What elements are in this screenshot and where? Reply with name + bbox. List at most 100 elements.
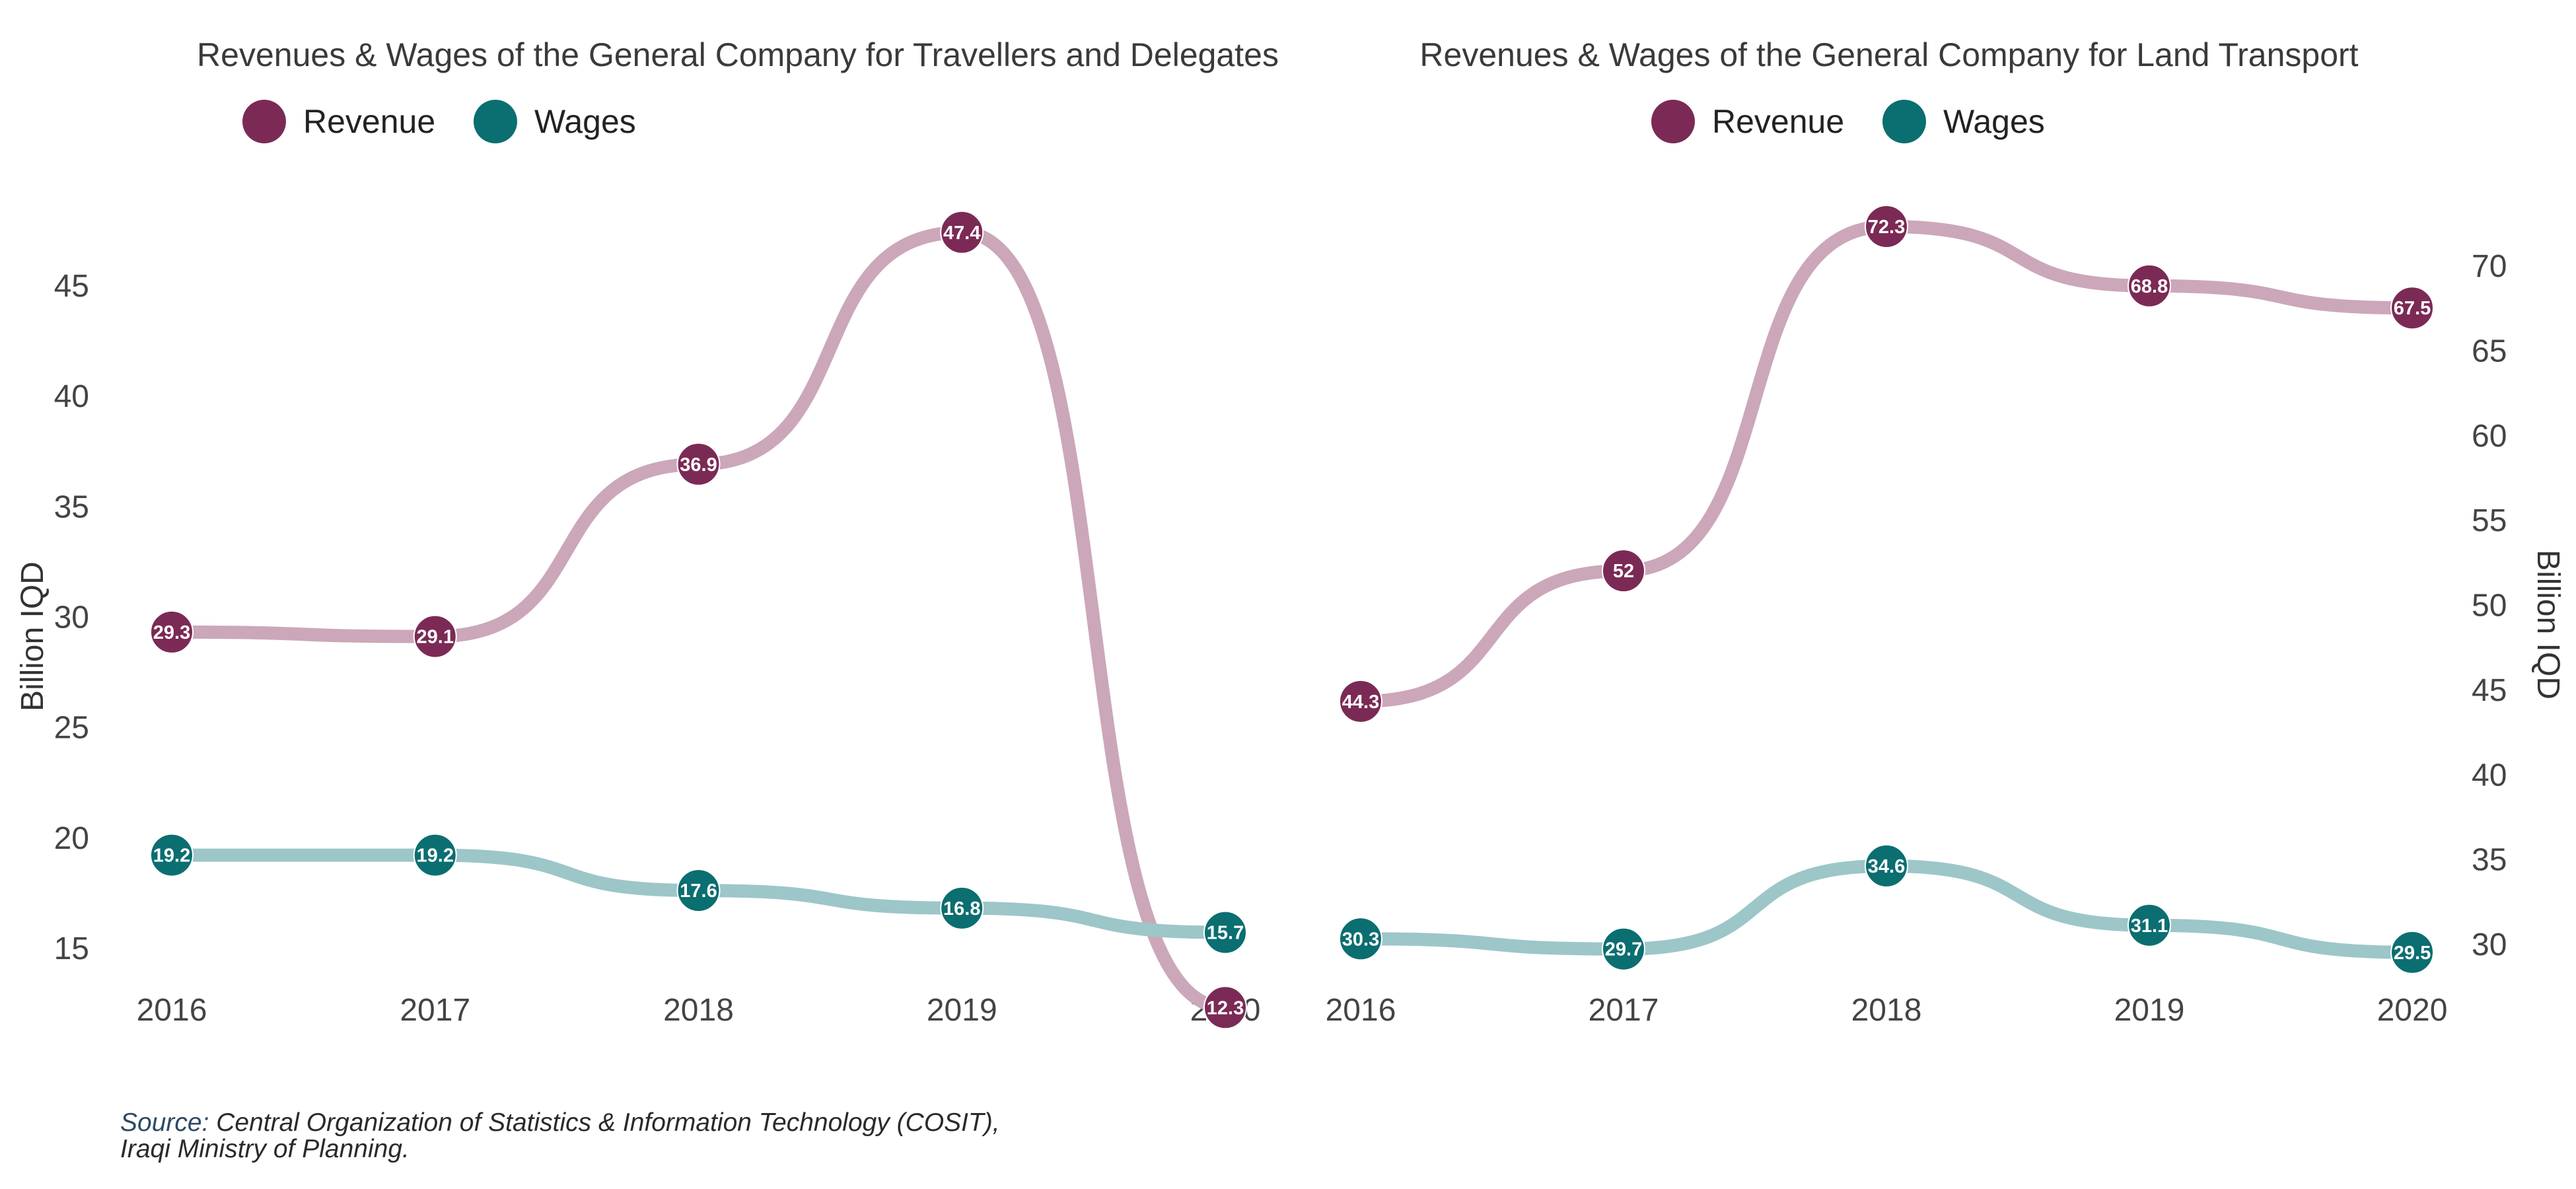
data-label: 29.3: [153, 622, 190, 643]
data-label: 44.3: [1342, 692, 1379, 713]
data-point: [1339, 679, 1382, 723]
data-point: [2390, 930, 2434, 974]
legend-label: Wages: [1943, 103, 2045, 140]
y-tick-label: 70: [2472, 249, 2507, 284]
legend-item-revenue: Revenue: [242, 100, 435, 143]
y-tick-label: 55: [2472, 503, 2507, 538]
data-label: 29.7: [1605, 939, 1642, 960]
y-tick-label: 65: [2472, 334, 2507, 369]
x-tick-label: 2019: [927, 993, 997, 1028]
series-points-revenue: 29.3 29.1 36.9 47.4 12.3: [150, 210, 1247, 1030]
data-point: [940, 210, 984, 254]
x-tick-label: 2018: [1851, 993, 1922, 1028]
data-point: [2390, 286, 2434, 330]
data-point: [940, 886, 984, 930]
y-tick-label: 45: [54, 269, 89, 304]
data-point: [1602, 927, 1645, 971]
data-label: 15.7: [1207, 923, 1244, 944]
legend-marker: [242, 100, 286, 143]
data-point: [1203, 986, 1247, 1030]
chart-title: Revenues & Wages of the General Company …: [1419, 36, 2358, 73]
data-label: 34.6: [1868, 856, 1905, 877]
data-label: 17.6: [680, 881, 717, 902]
legend-marker: [1651, 100, 1695, 143]
data-point: [150, 833, 194, 877]
y-tick-label: 40: [2472, 758, 2507, 793]
y-axis-label: Billion IQD: [15, 561, 50, 711]
series-points-revenue: 44.3 52 72.3 68.8 67.5: [1339, 204, 2434, 723]
x-tick-label: 2018: [663, 993, 734, 1028]
data-point: [2128, 903, 2171, 947]
data-label: 47.4: [943, 223, 980, 244]
legend-item-revenue: Revenue: [1651, 100, 1844, 143]
x-tick-label: 2017: [1589, 993, 1659, 1028]
data-point: [1865, 844, 1908, 888]
data-label: 29.5: [2394, 943, 2431, 964]
y-tick-label: 15: [54, 931, 89, 966]
series-line-revenue: [165, 225, 1232, 1015]
data-point: [1203, 910, 1247, 955]
chart-panel-2: Revenues & Wages of the General Company …: [1326, 36, 2565, 1028]
y-tick-label: 35: [54, 489, 89, 524]
source-note: Source: Central Organization of Statisti…: [120, 1110, 1000, 1163]
data-label: 30.3: [1342, 929, 1379, 950]
legend: Revenue Wages: [1651, 100, 2045, 143]
legend: Revenue Wages: [242, 100, 636, 143]
y-axis: 15 20 25 30 35 40 45: [54, 269, 89, 966]
x-tick-label: 2016: [1326, 993, 1396, 1028]
source-label: Source:: [120, 1108, 209, 1137]
y-axis-label: Billion IQD: [2530, 550, 2565, 700]
chart-panel-1: Revenues & Wages of the General Company …: [15, 36, 1279, 1030]
series-points-wages: 30.3 29.7 34.6 31.1 29.5: [1339, 844, 2434, 974]
legend-label: Wages: [534, 103, 636, 140]
y-tick-label: 50: [2472, 589, 2507, 624]
series-line-revenue: [1354, 219, 2419, 708]
y-axis: 30 35 40 45 50 55 60 65 70: [2472, 249, 2507, 962]
y-tick-label: 40: [54, 379, 89, 414]
data-point: [413, 614, 457, 659]
legend-marker: [1882, 100, 1926, 143]
source-line-2: Iraqi Ministry of Planning.: [120, 1135, 410, 1163]
data-label: 19.2: [417, 846, 454, 867]
y-tick-label: 25: [54, 711, 89, 746]
x-tick-label: 2020: [2377, 993, 2448, 1028]
data-label: 67.5: [2394, 298, 2431, 319]
data-point: [2128, 264, 2171, 308]
legend-item-wages: Wages: [1882, 100, 2045, 143]
y-tick-label: 60: [2472, 419, 2507, 454]
data-point: [1602, 549, 1645, 593]
legend-label: Revenue: [303, 103, 435, 140]
legend-label: Revenue: [1712, 103, 1844, 140]
x-axis: 2016 2017 2018 2019 2020: [1326, 993, 2448, 1028]
y-tick-label: 30: [54, 600, 89, 635]
data-label: 68.8: [2131, 276, 2168, 297]
data-label: 12.3: [1207, 997, 1244, 1019]
y-tick-label: 45: [2472, 673, 2507, 708]
legend-item-wages: Wages: [474, 100, 636, 143]
y-tick-label: 30: [2472, 927, 2507, 962]
data-label: 72.3: [1868, 217, 1905, 238]
x-tick-label: 2017: [400, 993, 470, 1028]
series-points-wages: 19.2 19.2 17.6 16.8 15.7: [150, 833, 1247, 955]
source-line-1: Source: Central Organization of Statisti…: [120, 1110, 1000, 1136]
data-point: [413, 833, 457, 877]
data-label: 52: [1613, 561, 1634, 582]
y-tick-label: 20: [54, 821, 89, 856]
x-tick-label: 2016: [137, 993, 207, 1028]
data-label: 31.1: [2131, 916, 2168, 937]
data-label: 29.1: [417, 627, 454, 648]
data-point: [676, 442, 721, 486]
data-point: [1865, 204, 1908, 248]
y-tick-label: 35: [2472, 843, 2507, 878]
source-text-1: Central Organization of Statistics & Inf…: [216, 1108, 1000, 1137]
data-point: [676, 869, 721, 913]
x-tick-label: 2019: [2114, 993, 2185, 1028]
legend-marker: [474, 100, 517, 143]
chart-title: Revenues & Wages of the General Company …: [197, 36, 1279, 73]
data-point: [150, 610, 194, 654]
data-label: 19.2: [153, 846, 190, 867]
data-point: [1339, 917, 1382, 961]
data-label: 36.9: [680, 454, 717, 476]
